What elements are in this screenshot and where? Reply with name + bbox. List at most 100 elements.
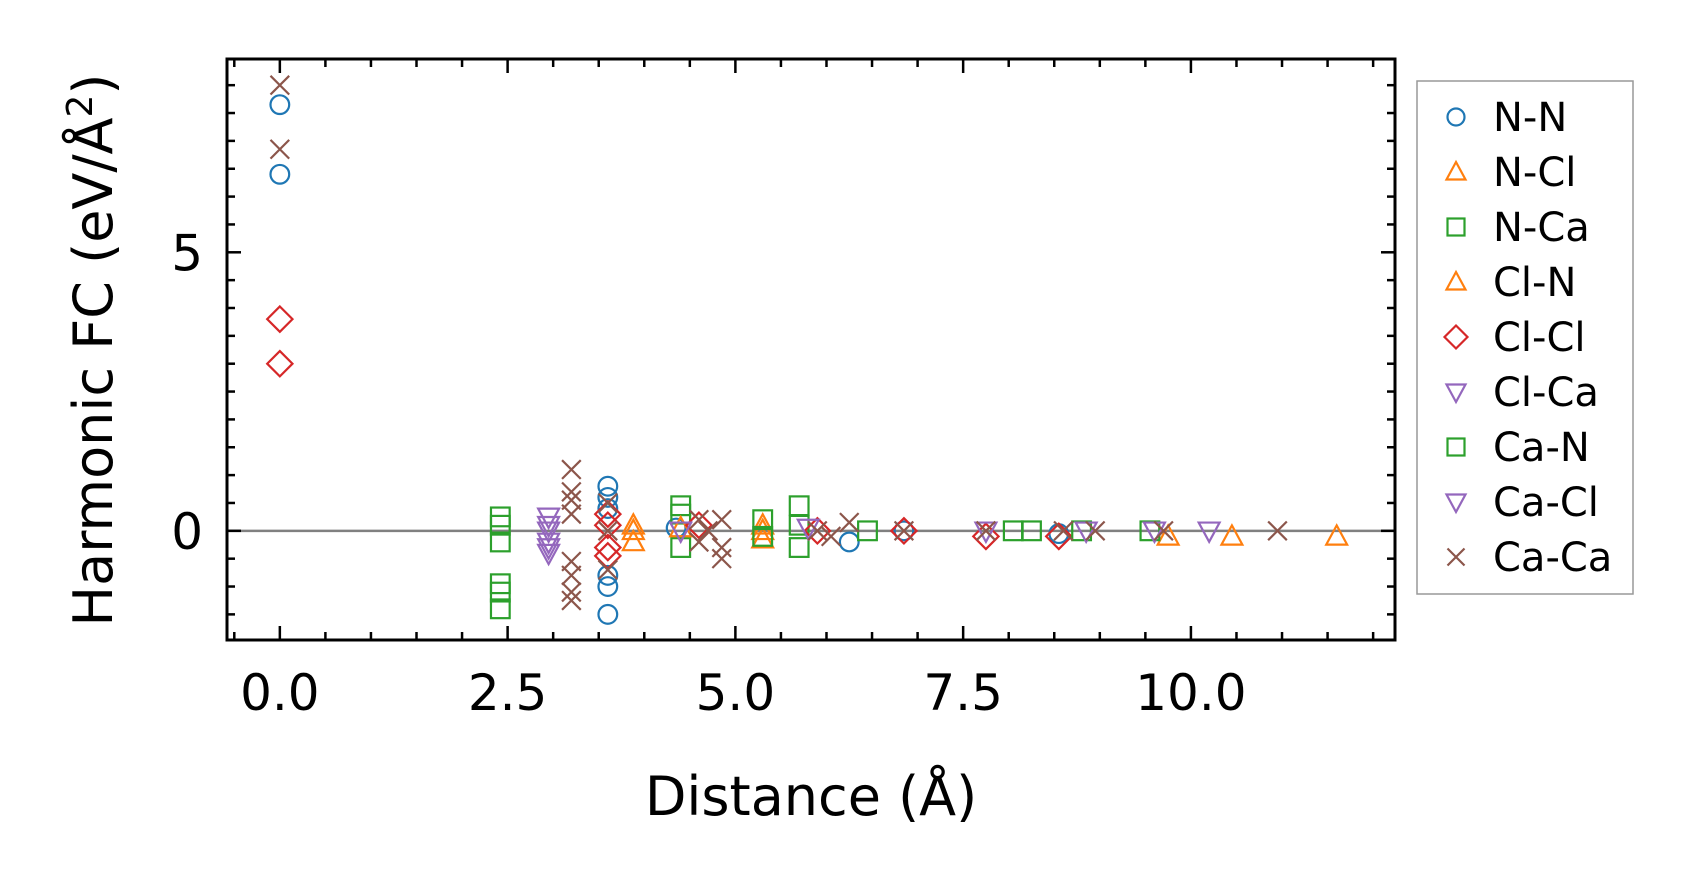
data-point [265,349,295,378]
data-point [536,507,561,531]
square-marker-icon [1446,437,1466,457]
data-point [803,516,832,546]
data-point [1196,521,1222,545]
y-tick-label: 0 [171,503,203,561]
data-point [536,538,561,561]
x-tick-label: 7.5 [923,664,1003,722]
data-point [1219,523,1245,546]
legend-label: N-N [1493,95,1567,141]
data-point [269,75,290,96]
data-point [1044,522,1074,551]
series-N-N [269,94,1070,625]
x-axis-label: Distance (Å) [645,764,977,828]
legend-item: Ca-Ca [1446,535,1612,581]
data-point [597,520,618,541]
data-point [597,475,619,497]
legend-label: Cl-N [1493,260,1576,306]
data-point [561,459,582,480]
legend-item: N-Cl [1444,150,1576,196]
data-point [561,565,582,586]
series-Ca-Cl [536,515,1222,561]
data-point [269,139,290,160]
triangle-up-marker-icon [1444,159,1468,181]
legend-label: Cl-Cl [1493,315,1586,361]
legend-label: Ca-Cl [1493,480,1599,526]
data-point [973,521,999,545]
data-point [561,481,582,502]
data-point [668,521,694,545]
data-point [889,516,919,546]
data-point [752,509,774,531]
data-point [788,495,810,517]
series-N-Cl [621,511,1349,552]
data-point [1153,520,1174,541]
data-point [697,520,719,541]
data-point [971,522,1001,551]
legend-item: Cl-Ca [1444,370,1599,416]
data-point [265,304,295,334]
x-marker-icon [1446,547,1466,567]
x-tick-label: 5.0 [696,664,776,722]
data-point [269,94,291,116]
data-point [838,531,860,553]
data-point [893,520,915,541]
data-point [597,486,619,508]
data-point [752,525,774,547]
data-point [536,543,561,567]
x-tick-label: 2.5 [468,664,548,722]
data-point [1021,520,1042,542]
data-point [750,525,776,549]
legend-item: Cl-Cl [1442,315,1586,361]
circle-marker-icon [1446,107,1466,127]
legend-item: Cl-N [1444,260,1576,306]
data-point [597,564,619,586]
legend-label: Ca-N [1493,425,1590,471]
data-point [711,548,732,569]
legend-label: N-Ca [1493,205,1590,251]
series-Cl-Ca [536,507,999,567]
data-point [670,537,692,558]
data-point [820,526,842,547]
data-point [536,521,561,545]
data-point [788,537,810,558]
data-point [597,492,618,514]
data-point [711,537,732,558]
data-point [561,503,582,525]
data-point [621,517,646,541]
data-point [1267,520,1288,541]
data-point [839,512,860,533]
data-point [688,509,710,530]
data-point [593,533,623,562]
data-point [807,520,828,541]
plot-frame [225,57,1397,642]
data-point [688,531,710,553]
data-point [489,598,511,620]
data-point [593,541,623,571]
data-point [975,520,997,541]
legend-label: Ca-Ca [1493,535,1612,581]
x-tick-label: 10.0 [1135,664,1246,722]
legend-label: N-Cl [1493,150,1576,196]
square-marker-icon [1446,217,1466,237]
data-point [561,590,582,611]
legend: N-N N-Cl N-Ca Cl-N Cl-Cl Cl-Ca Ca-N Ca-Cl Ca-Ca [1416,80,1634,595]
data-point [269,163,291,185]
data-point [1053,520,1074,541]
data-point [489,514,511,536]
series-Cl-Cl [265,304,1074,571]
data-point [489,581,511,603]
data-point [711,509,732,530]
y-tick-label: 5 [171,224,203,282]
axis-ticks: 0.0 2.5 5.0 7.5 10.0 0 5 [171,59,1395,722]
triangle-down-marker-icon [1444,493,1468,515]
data-point [621,528,646,552]
series-N-Ca [489,495,810,620]
data-point [597,559,618,580]
data-point [795,518,821,542]
legend-item: N-N [1446,95,1567,141]
y-axis-label: Harmonic FC (eV/Å2) [60,74,125,627]
data-point [1085,520,1106,541]
legend-item: N-Ca [1446,205,1590,251]
data-point [684,511,714,540]
